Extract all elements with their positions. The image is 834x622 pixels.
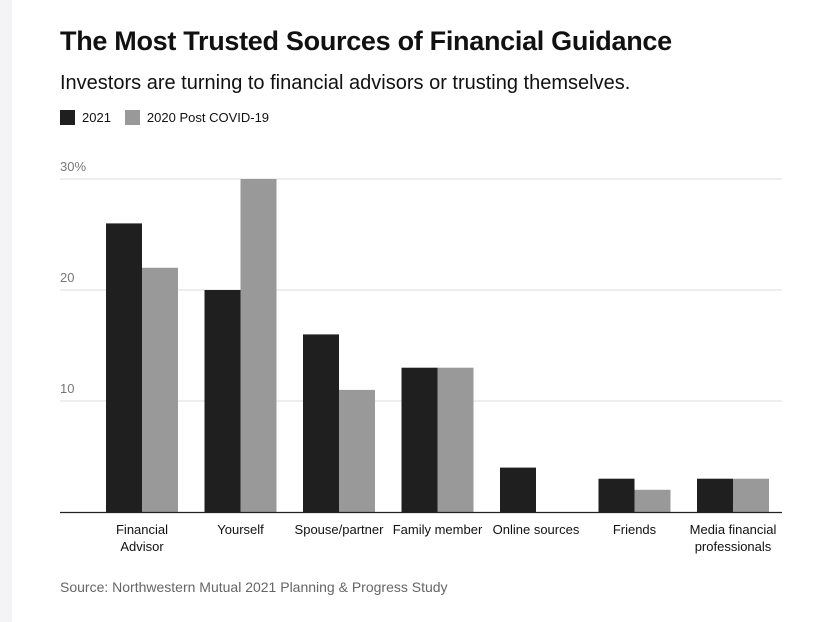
bar-2021-6	[697, 478, 733, 512]
bar-2020-2	[339, 389, 375, 512]
x-tick-label-line: Friends	[613, 522, 657, 537]
x-tick-label-line: Yourself	[217, 522, 264, 537]
legend-item-2021: 2021	[60, 110, 111, 125]
x-tick-label-0: Financial Advisor	[116, 522, 168, 554]
legend-swatch-2021	[60, 110, 75, 125]
y-tick-label-20: 20	[60, 270, 74, 285]
x-tick-label-3: Family member	[393, 522, 483, 537]
bar-2020-6	[733, 478, 769, 512]
x-tick-label-2: Spouse/partner	[295, 522, 385, 537]
legend-swatch-2020	[124, 110, 140, 125]
source-note: Source: Northwestern Mutual 2021 Plannin…	[60, 579, 448, 595]
legend-label-2021: 2021	[82, 110, 111, 125]
x-tick-label-5: Friends	[613, 522, 657, 537]
x-tick-label-line: Media financial	[690, 522, 777, 537]
bar-2021-0	[106, 223, 142, 512]
bar-2021-2	[303, 334, 339, 512]
x-tick-label-line: Financial	[116, 522, 168, 537]
chart-title: The Most Trusted Sources of Financial Gu…	[60, 26, 672, 56]
legend-label-2020: 2020 Post COVID-19	[146, 110, 270, 125]
x-tick-label-line: Family member	[393, 522, 483, 537]
x-tick-label-6: Media financial professionals	[690, 522, 777, 554]
left-edge-strip	[0, 0, 12, 622]
bar-2020-0	[142, 267, 178, 512]
legend-item-2020: 2020 Post COVID-19	[124, 110, 270, 125]
y-tick-label-30: 30%	[60, 159, 86, 174]
bar-2020-5	[634, 489, 671, 512]
x-tick-label-line: professionals	[695, 539, 772, 554]
bar-2020-3	[437, 367, 474, 512]
x-tick-label-4: Online sources	[493, 522, 580, 537]
bar-2021-3	[401, 367, 438, 512]
chart-subtitle: Investors are turning to financial advis…	[60, 72, 631, 94]
x-tick-label-1: Yourself	[217, 522, 264, 537]
bar-2021-4	[500, 467, 536, 512]
bar-2020-1	[240, 179, 277, 512]
x-tick-label-line: Advisor	[120, 539, 164, 554]
bar-2021-5	[598, 478, 635, 512]
legend: 2021 2020 Post COVID-19	[60, 110, 283, 125]
bar-2021-1	[204, 290, 241, 512]
x-tick-label-line: Spouse/partner	[295, 522, 385, 537]
y-tick-label-10: 10	[60, 381, 74, 396]
x-tick-label-line: Online sources	[493, 522, 580, 537]
